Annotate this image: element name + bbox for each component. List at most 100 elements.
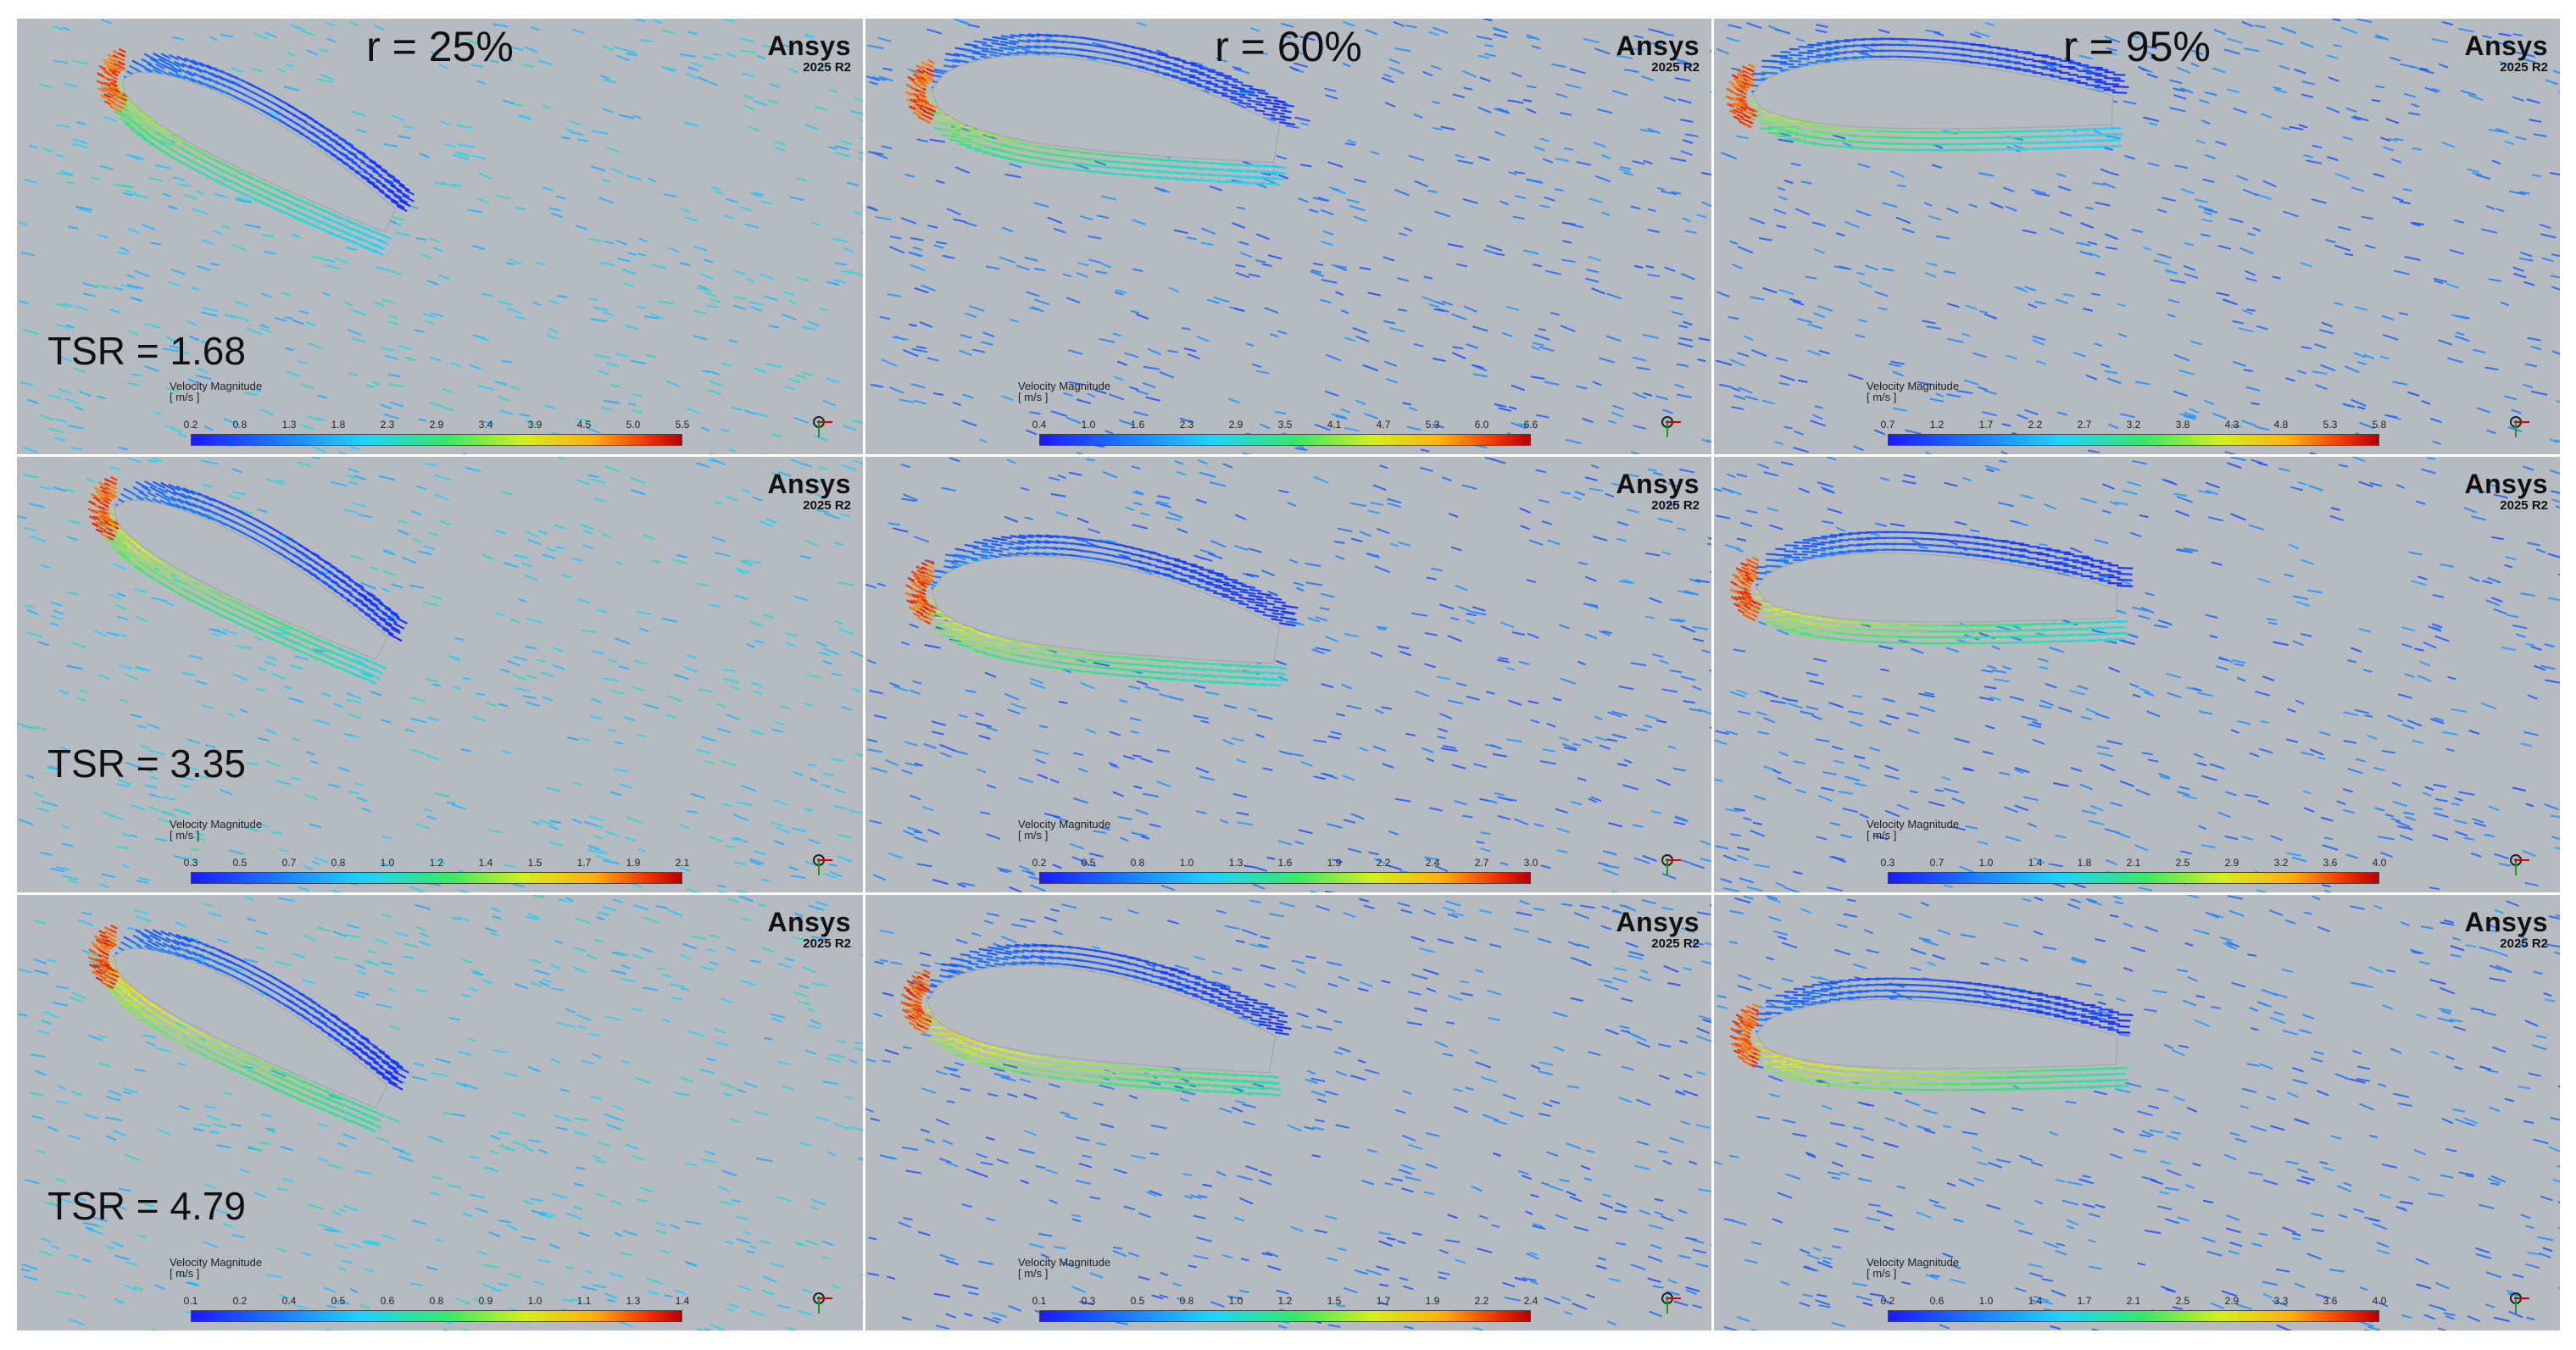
- axis-triad-icon: [1661, 854, 1681, 875]
- legend-unit: [ m/s ]: [1867, 391, 1897, 404]
- colorbar-tick-label: 2.5: [2175, 857, 2190, 869]
- brand-name: Ansys: [767, 907, 851, 937]
- brand-name: Ansys: [767, 469, 851, 499]
- colorbar-tick-label: 0.4: [281, 1295, 297, 1307]
- brand-name: Ansys: [1616, 469, 1700, 499]
- colorbar-tick-label: 2.4: [1425, 857, 1440, 869]
- brand-name: Ansys: [1616, 31, 1700, 61]
- ansys-logo: Ansys 2025 R2: [2464, 32, 2548, 74]
- colorbar-tick-label: 5.5: [675, 419, 690, 431]
- contour-panel-r95-tsr479: Ansys 2025 R2 Velocity Magnitude [ m/s ]…: [1714, 895, 2560, 1331]
- colorbar-tick-label: 0.2: [232, 1295, 248, 1307]
- colorbar: [1039, 872, 1531, 884]
- velocity-contour-figure: r = 25% TSR = 1.68 Ansys 2025 R2 Velocity…: [17, 19, 2560, 1331]
- column-title: r = 25%: [366, 23, 514, 70]
- colorbar-tick-label: 1.4: [675, 1295, 690, 1307]
- colorbar: [1039, 434, 1531, 446]
- colorbar-tick-label: 3.3: [2273, 1295, 2289, 1307]
- colorbar-tick-label: 2.1: [2126, 1295, 2141, 1307]
- contour-panel-r60-tsr335: Ansys 2025 R2 Velocity Magnitude [ m/s ]…: [865, 457, 1711, 892]
- colorbar-tick-label: 0.3: [1081, 1295, 1096, 1307]
- brand-name: Ansys: [1616, 907, 1700, 937]
- legend-unit: [ m/s ]: [1018, 1267, 1049, 1281]
- row-label-tsr: TSR = 1.68: [47, 329, 246, 373]
- legend-title: Velocity Magnitude [ m/s ]: [1867, 381, 1959, 403]
- contour-panel-r95-tsr168: r = 95% Ansys 2025 R2 Velocity Magnitude…: [1714, 19, 2560, 454]
- airfoil-section: [114, 499, 388, 660]
- colorbar-ticks: 0.1 0.3 0.5 0.8 1.0 1.2 1.5 1.7 1.9 2.2 2.4: [1032, 1295, 1538, 1308]
- colorbar-tick-label: 6.6: [1523, 419, 1538, 431]
- airfoil-section: [931, 54, 1280, 164]
- airfoil-section: [926, 964, 1276, 1074]
- colorbar-tick-label: 1.8: [2077, 857, 2092, 869]
- colorbar-tick-label: 6.0: [1474, 419, 1489, 431]
- legend-title: Velocity Magnitude [ m/s ]: [1018, 819, 1110, 842]
- colorbar-tick-label: 2.1: [675, 857, 690, 869]
- brand-version: 2025 R2: [803, 936, 851, 951]
- colorbar-tick-label: 2.9: [1228, 419, 1243, 431]
- legend-quantity: Velocity Magnitude: [1018, 1255, 1111, 1269]
- colorbar-tick-label: 1.9: [626, 857, 641, 869]
- colorbar-tick-label: 4.1: [1327, 419, 1342, 431]
- colorbar-tick-label: 3.4: [478, 419, 493, 431]
- colorbar-tick-label: 0.3: [1880, 857, 1895, 869]
- colorbar-tick-label: 0.2: [1880, 1295, 1895, 1307]
- colorbar-tick-label: 1.0: [527, 1295, 542, 1307]
- flow-field: [1716, 19, 2560, 454]
- velocity-vectors: [18, 19, 863, 454]
- legend-unit: [ m/s ]: [170, 1267, 200, 1281]
- colorbar: [1888, 1310, 2379, 1322]
- colorbar-tick-label: 1.5: [527, 857, 542, 869]
- colorbar-tick-label: 2.2: [2028, 419, 2043, 431]
- colorbar-tick-label: 1.2: [1929, 419, 1945, 431]
- colorbar-tick-label: 1.3: [281, 419, 297, 431]
- flow-field: [865, 457, 1711, 892]
- ansys-logo: Ansys 2025 R2: [1616, 470, 1700, 512]
- colorbar-tick-label: 1.7: [2077, 1295, 2092, 1307]
- colorbar-tick-label: 1.3: [1228, 857, 1243, 869]
- velocity-vectors: [1716, 19, 2560, 454]
- colorbar-tick-label: 5.8: [2372, 419, 2387, 431]
- contour-panel-r25-tsr479: TSR = 4.79 Ansys 2025 R2 Velocity Magnit…: [17, 895, 863, 1331]
- axis-triad-icon: [1661, 1292, 1681, 1314]
- legend-quantity: Velocity Magnitude: [170, 817, 263, 831]
- velocity-vectors: [865, 19, 1711, 454]
- colorbar-ticks: 0.2 0.5 0.8 1.0 1.3 1.6 1.9 2.2 2.4 2.7 3.0: [1032, 857, 1538, 870]
- colorbar-tick-label: 1.1: [576, 1295, 592, 1307]
- colorbar-tick-label: 2.5: [2175, 1295, 2190, 1307]
- legend-title: Velocity Magnitude [ m/s ]: [1018, 1257, 1110, 1280]
- brand-name: Ansys: [2464, 907, 2548, 937]
- colorbar-tick-label: 0.5: [1130, 1295, 1145, 1307]
- colorbar-ticks: 0.4 1.0 1.6 2.3 2.9 3.5 4.1 4.7 5.3 6.0 6.6: [1032, 419, 1538, 432]
- colorbar-tick-label: 3.6: [2323, 1295, 2338, 1307]
- legend-title: Velocity Magnitude [ m/s ]: [1018, 381, 1110, 403]
- ansys-logo: Ansys 2025 R2: [767, 470, 851, 512]
- legend-quantity: Velocity Magnitude: [170, 1255, 263, 1269]
- legend-unit: [ m/s ]: [1018, 391, 1049, 404]
- colorbar: [191, 872, 682, 884]
- colorbar-tick-label: 4.8: [2273, 419, 2289, 431]
- legend-quantity: Velocity Magnitude: [1867, 1255, 1960, 1269]
- colorbar-ticks: 0.1 0.2 0.4 0.5 0.6 0.8 0.9 1.0 1.1 1.3 1.4: [184, 1295, 690, 1308]
- velocity-vectors: [18, 895, 863, 1331]
- contour-panel-r25-tsr168: r = 25% TSR = 1.68 Ansys 2025 R2 Velocity…: [17, 19, 863, 454]
- axis-triad-icon: [2510, 1292, 2529, 1314]
- flow-field: [1714, 895, 2560, 1331]
- colorbar-tick-label: 1.9: [1327, 857, 1342, 869]
- axis-triad-icon: [813, 854, 832, 875]
- colorbar-tick-label: 1.6: [1277, 857, 1293, 869]
- axis-triad-icon: [2510, 416, 2529, 437]
- colorbar-tick-label: 0.7: [281, 857, 297, 869]
- colorbar-ticks: 0.2 0.6 1.0 1.4 1.7 2.1 2.5 2.9 3.3 3.6 4.0: [1881, 1295, 2387, 1308]
- brand-version: 2025 R2: [2500, 936, 2548, 951]
- colorbar-tick-label: 2.2: [1376, 857, 1391, 869]
- brand-name: Ansys: [2464, 469, 2548, 499]
- flow-field: [865, 898, 1711, 1331]
- flow-field: [17, 457, 863, 892]
- column-title: r = 60%: [1215, 23, 1362, 70]
- colorbar-tick-label: 1.0: [1179, 857, 1194, 869]
- colorbar-tick-label: 0.8: [1130, 857, 1145, 869]
- colorbar-tick-label: 1.7: [1978, 419, 1994, 431]
- flow-field: [865, 19, 1711, 454]
- ansys-logo: Ansys 2025 R2: [2464, 470, 2548, 512]
